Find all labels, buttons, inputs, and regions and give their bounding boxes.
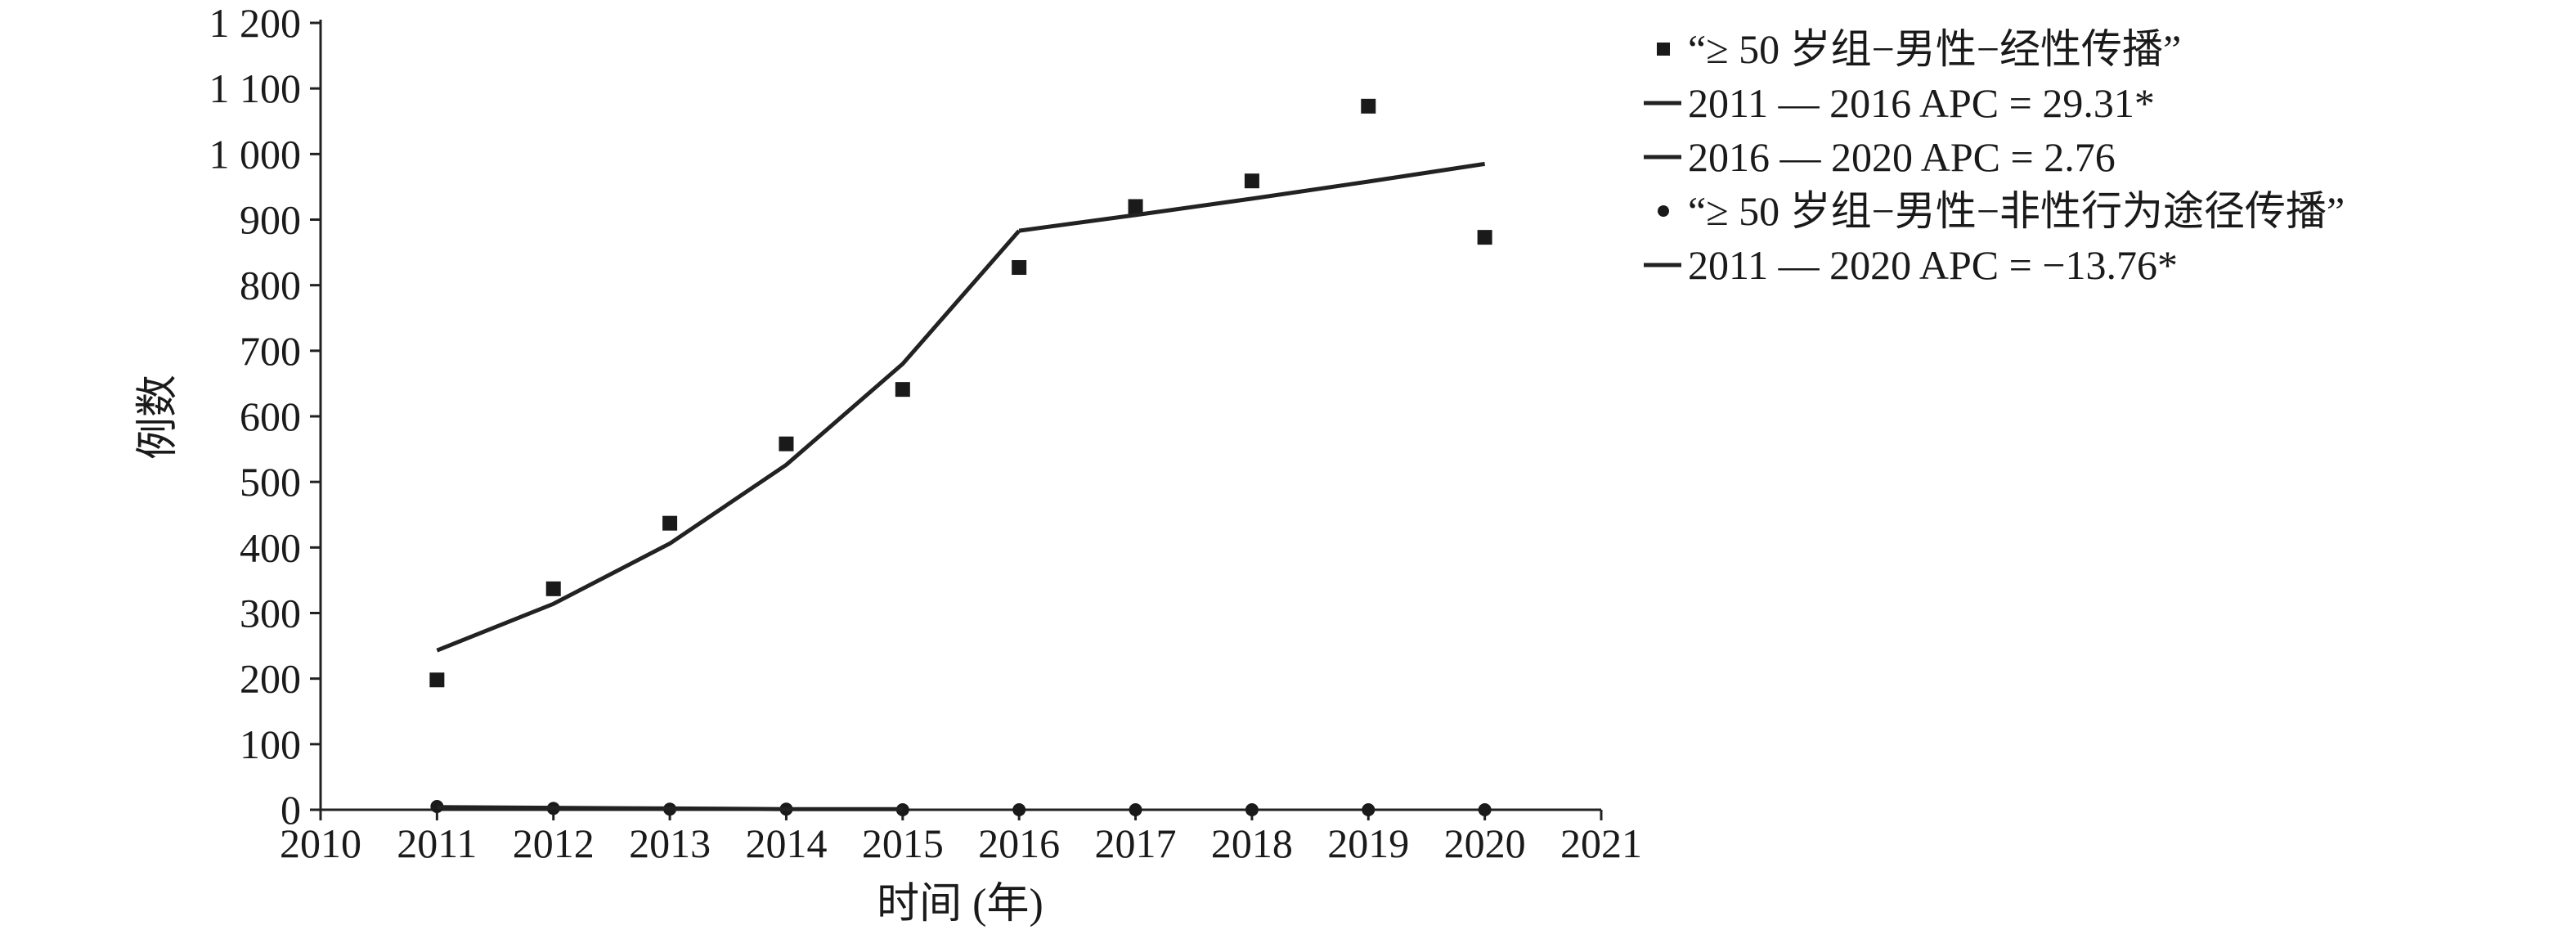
x-tick-label: 2020 bbox=[1444, 820, 1526, 866]
y-tick-label: 1 000 bbox=[209, 131, 302, 177]
y-tick-label: 600 bbox=[240, 393, 301, 439]
fit-line-1 bbox=[436, 229, 1021, 653]
x-axis-title: 时间 (年) bbox=[877, 881, 1043, 928]
y-tick-label: 100 bbox=[240, 721, 301, 767]
square-point bbox=[545, 581, 561, 596]
y-tick-label: 200 bbox=[240, 656, 301, 702]
x-tick-label: 2013 bbox=[629, 820, 711, 866]
fit-line-4 bbox=[437, 805, 903, 811]
y-tick-label: 0 bbox=[280, 787, 301, 833]
circle-point bbox=[1245, 803, 1259, 816]
fit-line-2 bbox=[1018, 161, 1486, 233]
x-tick-label: 2015 bbox=[862, 820, 944, 866]
square-point bbox=[429, 672, 445, 688]
x-tick-label: 2016 bbox=[978, 820, 1060, 866]
legend: “≥ 50 岁组−男性−经性传播” 2011 — 2016 APC = 29.31… bbox=[1644, 26, 2345, 288]
square-point bbox=[1477, 230, 1492, 245]
circle-point bbox=[1362, 803, 1376, 816]
x-tick-label: 2018 bbox=[1211, 820, 1293, 866]
legend-label: 2016 — 2020 APC = 2.76 bbox=[1688, 134, 2116, 180]
x-tick-label: 2012 bbox=[513, 820, 595, 866]
axes bbox=[319, 20, 1601, 811]
square-point bbox=[1128, 199, 1143, 214]
legend-label: “≥ 50 岁组−男性−经性传播” bbox=[1688, 26, 2181, 72]
square-point bbox=[895, 382, 910, 398]
y-tick-label: 800 bbox=[240, 263, 301, 308]
x-tick-label: 2021 bbox=[1560, 820, 1642, 866]
y-tick-label: 500 bbox=[240, 459, 301, 505]
circle-point bbox=[1129, 803, 1142, 816]
circle-point bbox=[1012, 803, 1026, 816]
x-tick-label: 2011 bbox=[397, 820, 477, 866]
plot-area bbox=[429, 98, 1492, 816]
x-tick-label: 2010 bbox=[280, 820, 361, 866]
square-point bbox=[1361, 98, 1376, 114]
legend-label: 2011 — 2020 APC = −13.76* bbox=[1688, 242, 2178, 288]
square-point bbox=[1012, 260, 1027, 276]
x-tick-label: 2019 bbox=[1327, 820, 1409, 866]
y-tick-label: 900 bbox=[240, 197, 301, 243]
circle-point bbox=[430, 799, 444, 813]
x-axis-ticks: 2010 2011 2012 2013 2014 2015 2016 2017 2018 2019… bbox=[280, 810, 1642, 866]
y-tick-label: 1 100 bbox=[209, 65, 302, 111]
x-tick-label: 2017 bbox=[1095, 820, 1177, 866]
y-axis-title: 例数 bbox=[135, 375, 182, 460]
legend-label: “≥ 50 岁组−男性−非性行为途径传播” bbox=[1688, 188, 2345, 234]
y-tick-label: 700 bbox=[240, 328, 301, 374]
square-point bbox=[662, 515, 678, 531]
square-point bbox=[1244, 173, 1259, 189]
square-point bbox=[779, 436, 794, 452]
legend-circle-swatch bbox=[1658, 205, 1669, 217]
y-tick-label: 400 bbox=[240, 524, 301, 570]
x-tick-label: 2014 bbox=[745, 820, 827, 866]
y-axis-ticks: 0 100 200 300 400 500 600 700 800 900 1 000 1 100 1 … bbox=[209, 0, 321, 833]
y-tick-label: 1 200 bbox=[209, 0, 302, 46]
y-tick-label: 300 bbox=[240, 591, 301, 636]
circle-point bbox=[1478, 803, 1492, 816]
legend-square-swatch bbox=[1657, 43, 1670, 56]
legend-label: 2011 — 2016 APC = 29.31* bbox=[1688, 80, 2155, 126]
